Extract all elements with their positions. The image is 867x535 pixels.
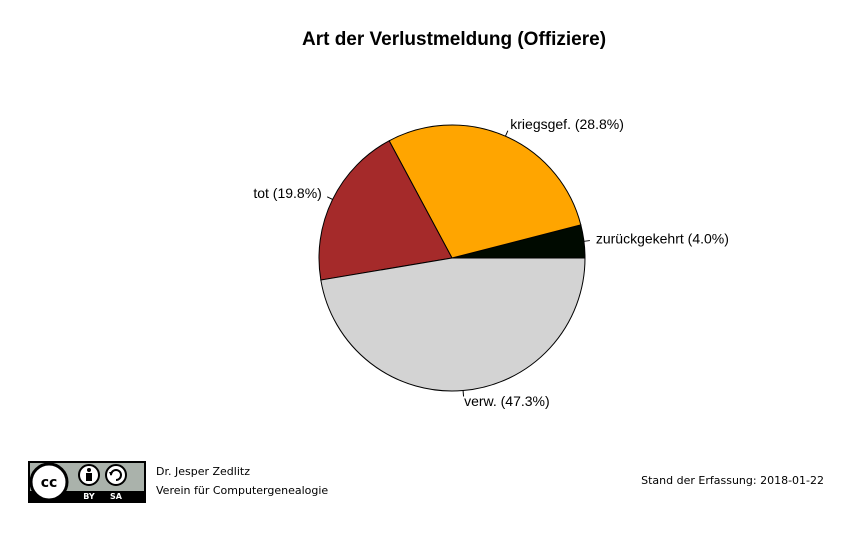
pie-slice-label: verw. (47.3%) [464,393,550,409]
pie-slice [320,257,586,392]
pie-leader-line [462,390,465,397]
pie-slice-label: tot (19.8%) [253,185,321,201]
author-text: Dr. Jesper Zedlitz [156,465,250,478]
pie-slice-label: zurückgekehrt (4.0%) [596,231,729,247]
svg-text:SA: SA [110,492,123,501]
pie-leader-line [504,130,509,137]
credit-block: Dr. Jesper Zedlitz Verein für Computerge… [156,462,328,500]
pie-leader-line [583,240,590,242]
svg-text:BY: BY [83,492,95,501]
svg-text:cc: cc [41,475,58,491]
pie-leader-line [326,196,333,200]
pie-slices [318,124,586,392]
stand-date-text: Stand der Erfassung: 2018-01-22 [641,474,824,487]
cc-by-sa-icon: cc BY SA [28,461,146,503]
pie-slice-label: kriegsgef. (28.8%) [510,116,624,132]
chart-title: Art der Verlustmeldung (Offiziere) [301,29,607,50]
pie-labels: zurückgekehrt (4.0%) kriegsgef. (28.8%) to… [253,116,729,409]
organization-text: Verein für Computergenealogie [156,484,329,497]
